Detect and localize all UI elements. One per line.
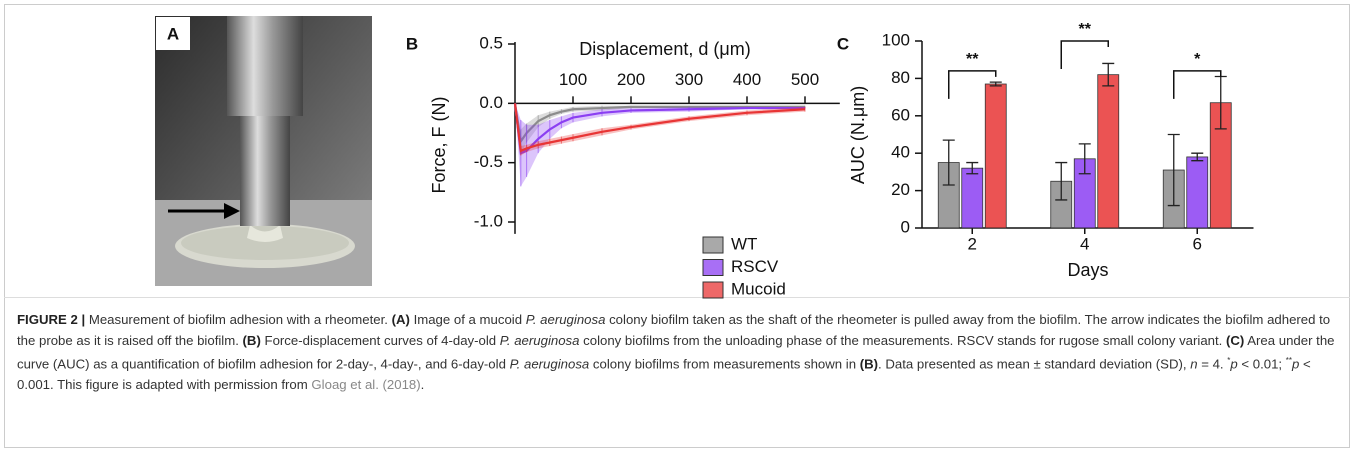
caption-text: colony biofilms from the unloading phase…: [579, 332, 1226, 348]
x-axis-title: Displacement, d (μm): [579, 39, 750, 59]
caption-text: Area under the curve (AUC) as a quantifi…: [17, 332, 1335, 372]
bar: [1186, 156, 1209, 229]
y-tick-label: 40: [891, 143, 910, 162]
legend-swatch: [702, 281, 724, 299]
y-axis-title: AUC (N.μm): [848, 86, 868, 184]
legend-label: WT: [731, 234, 757, 253]
caption-text: < 0.01;: [1237, 356, 1286, 372]
curve: [513, 103, 806, 153]
significance-bracket: [1173, 70, 1222, 99]
error-bar: [1167, 133, 1180, 207]
y-tick-label: -1.0: [474, 211, 503, 230]
error-bar: [1191, 152, 1204, 162]
error-bar: [1102, 62, 1115, 87]
caption-var: n: [1190, 356, 1198, 372]
caption-species: P. aeruginosa: [525, 312, 606, 327]
panel-label: B: [406, 34, 418, 53]
legend-swatch: [702, 236, 724, 254]
caption-ref: (B): [859, 356, 879, 372]
y-tick-label: 80: [891, 68, 910, 87]
caption-text: colony biofilm taken as the shaft of the…: [17, 312, 1331, 348]
x-tick-label: 100: [559, 70, 587, 89]
legend-label: Mucoid: [731, 279, 786, 298]
caption-link[interactable]: Gloag et al. (2018): [311, 376, 421, 392]
caption-text: . Data presented as mean ± standard devi…: [878, 356, 1191, 372]
caption-ref: (A): [391, 312, 410, 327]
significance-label: **: [966, 51, 979, 68]
x-tick-label: 500: [791, 70, 819, 89]
y-tick-label: 0.5: [479, 33, 503, 52]
caption-text: < 0.001. This figure is adapted with per…: [17, 356, 1311, 392]
caption-ref: (C): [1226, 332, 1245, 348]
caption-text: colony biofilms from measurements shown …: [589, 356, 860, 372]
photo: A: [155, 16, 372, 286]
significance-bracket: [948, 70, 997, 99]
frame: [4, 4, 1350, 448]
caption-var: p: [1230, 356, 1238, 372]
y-tick-label: -0.5: [474, 152, 503, 171]
curve: [513, 103, 805, 145]
caption-text: = 4.: [1197, 356, 1228, 372]
caption-species: P. aeruginosa: [509, 356, 590, 372]
y-tick-label: 60: [891, 105, 910, 124]
caption-ref: (B): [242, 332, 261, 348]
error-bar: [1055, 161, 1068, 201]
legend-swatch: [702, 259, 724, 276]
panel-label: A: [167, 24, 179, 43]
x-tick-label: 300: [675, 70, 703, 89]
error-band: [515, 103, 805, 187]
error-bar: [966, 161, 979, 175]
x-tick-label: 4: [1080, 234, 1089, 253]
error-bar: [1078, 143, 1091, 175]
x-tick-label: 2: [968, 234, 977, 253]
y-tick-label: 20: [891, 180, 910, 199]
y-tick-label: 100: [882, 30, 910, 49]
bar: [1097, 74, 1120, 229]
legend-label: RSCV: [731, 257, 779, 276]
caption-text: Force-displacement curves of 4-day-old: [260, 332, 500, 348]
bar: [961, 167, 984, 229]
caption-text: .: [420, 376, 425, 392]
caption: FIGURE 2 | Measurement of biofilm adhesi…: [17, 310, 1339, 395]
significance-label: **: [1079, 21, 1092, 38]
y-axis-title: Force, F (N): [429, 97, 449, 194]
error-bar: [989, 81, 1002, 87]
x-tick-label: 200: [617, 70, 645, 89]
x-tick-label: 6: [1193, 234, 1202, 253]
bar: [984, 83, 1007, 229]
error-band: [515, 103, 805, 156]
caption-label: FIGURE 2 |: [17, 312, 86, 327]
x-tick-label: 400: [733, 70, 761, 89]
significance-bracket: [1060, 40, 1109, 69]
curve: [513, 103, 805, 155]
caption-text: Image of a mucoid: [409, 312, 526, 327]
x-axis-title: Days: [1067, 260, 1108, 280]
panel-label: C: [837, 34, 849, 53]
y-tick-label: 0.0: [479, 93, 503, 112]
error-bar: [942, 139, 955, 186]
caption-text: Measurement of biofilm adhesion with a r…: [85, 312, 392, 327]
y-tick-label: 0: [901, 217, 910, 236]
caption-var: p: [1292, 356, 1300, 372]
significance-label: *: [1194, 51, 1201, 68]
caption-sup: *: [1227, 356, 1231, 365]
caption-sup: **: [1285, 356, 1292, 365]
caption-species: P. aeruginosa: [499, 332, 580, 348]
